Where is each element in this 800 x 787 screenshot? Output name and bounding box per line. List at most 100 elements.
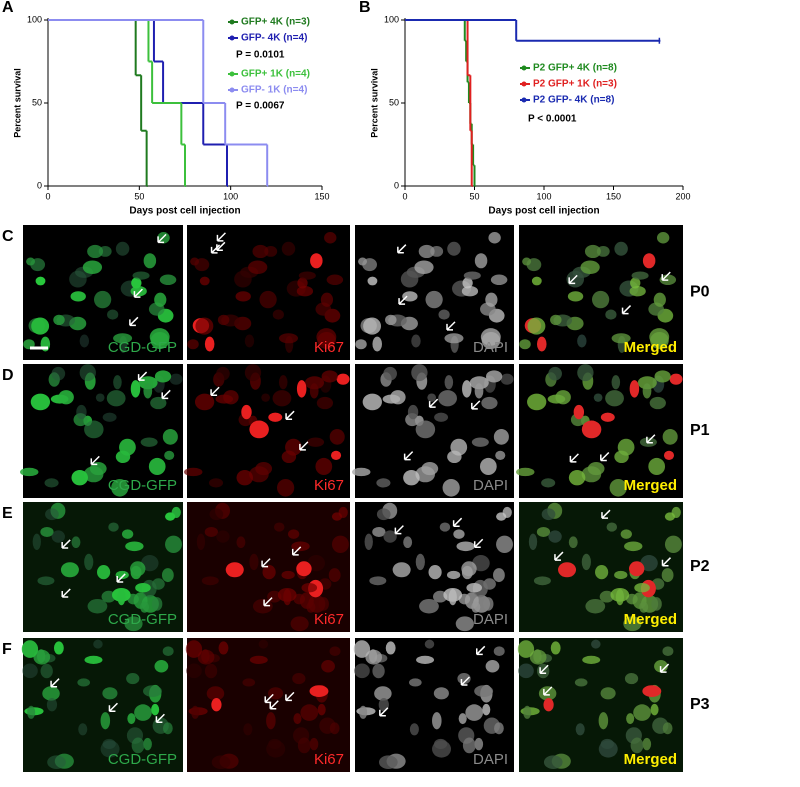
cell — [577, 364, 594, 382]
cell — [301, 582, 318, 593]
cell — [438, 390, 457, 407]
cell — [490, 274, 508, 286]
cell — [164, 450, 175, 460]
cell — [40, 526, 54, 537]
cell — [587, 462, 605, 476]
micrograph: Merged — [516, 364, 683, 498]
cell — [577, 334, 587, 348]
cell — [241, 404, 252, 420]
cell — [376, 478, 391, 488]
cell — [446, 570, 461, 580]
arrow — [428, 398, 439, 408]
cell — [242, 678, 256, 687]
cell — [291, 541, 310, 552]
cell — [45, 508, 59, 521]
micrograph: Ki67 — [184, 364, 350, 498]
channel-label: CGD-GFP — [108, 477, 177, 494]
cell — [369, 576, 387, 586]
cell — [78, 723, 88, 736]
p-value: P = 0.0067 — [236, 101, 285, 112]
cell — [249, 655, 268, 664]
cell — [293, 713, 302, 725]
channel-label: CGD-GFP — [108, 339, 177, 356]
cell — [425, 290, 443, 309]
cell — [485, 660, 500, 673]
cell — [143, 383, 153, 399]
arrow — [129, 316, 139, 327]
cell — [298, 271, 316, 280]
cell — [359, 705, 368, 719]
cell — [121, 529, 134, 539]
cell — [108, 522, 119, 532]
y-tick-label: 100 — [384, 14, 399, 24]
cell — [165, 512, 176, 521]
cell — [87, 244, 104, 259]
cell — [130, 380, 141, 398]
cell — [461, 286, 479, 297]
cell — [127, 713, 136, 725]
cell — [27, 705, 36, 719]
cell — [204, 336, 215, 352]
cell — [304, 376, 325, 390]
cell — [130, 561, 146, 577]
cell — [368, 649, 378, 664]
arrow — [261, 558, 271, 568]
cell — [654, 370, 671, 383]
cell — [582, 655, 601, 664]
arrow — [299, 441, 309, 451]
cell — [664, 535, 682, 554]
channel-label: Merged — [624, 339, 677, 356]
cell — [385, 314, 397, 326]
cell — [148, 457, 166, 475]
cell — [630, 737, 644, 754]
cell — [115, 570, 129, 580]
cell — [374, 686, 392, 701]
micrograph: Merged — [517, 638, 683, 772]
cell — [53, 314, 65, 326]
passage-label: P3 — [690, 696, 710, 713]
arrow — [216, 232, 226, 242]
cell — [107, 309, 119, 320]
channel-label: Ki67 — [314, 477, 344, 494]
cell — [97, 565, 111, 580]
cell — [102, 687, 118, 700]
cell — [458, 713, 467, 725]
cell — [363, 317, 382, 335]
arrow — [61, 588, 71, 598]
cell — [466, 582, 482, 593]
y-tick-label: 50 — [389, 97, 399, 107]
cell — [642, 737, 652, 751]
cell — [318, 597, 329, 611]
cell — [411, 364, 428, 382]
x-axis-label: Days post cell injection — [488, 206, 599, 217]
arrow — [473, 538, 484, 549]
cell — [615, 589, 625, 606]
arrow — [133, 288, 143, 298]
micrograph: CGD-GFP — [23, 502, 183, 632]
cell — [633, 704, 651, 721]
cell — [266, 740, 286, 758]
cell — [372, 663, 385, 679]
cell — [568, 469, 586, 486]
cell — [321, 370, 338, 383]
cell — [309, 383, 319, 399]
cell — [225, 562, 244, 578]
cell — [21, 640, 39, 658]
cell — [124, 616, 143, 632]
cell — [70, 291, 86, 302]
cell — [474, 383, 484, 399]
cell — [421, 462, 439, 476]
cell — [281, 241, 296, 256]
cell — [208, 478, 224, 488]
cell — [100, 740, 120, 758]
y-axis-label: Percent survival — [369, 68, 379, 138]
cell — [472, 554, 490, 572]
cell — [662, 722, 673, 735]
arrow — [452, 517, 463, 527]
cell — [455, 616, 474, 632]
arrow — [379, 707, 389, 717]
arrow — [108, 702, 118, 713]
cell — [364, 533, 373, 551]
cell — [474, 737, 484, 751]
